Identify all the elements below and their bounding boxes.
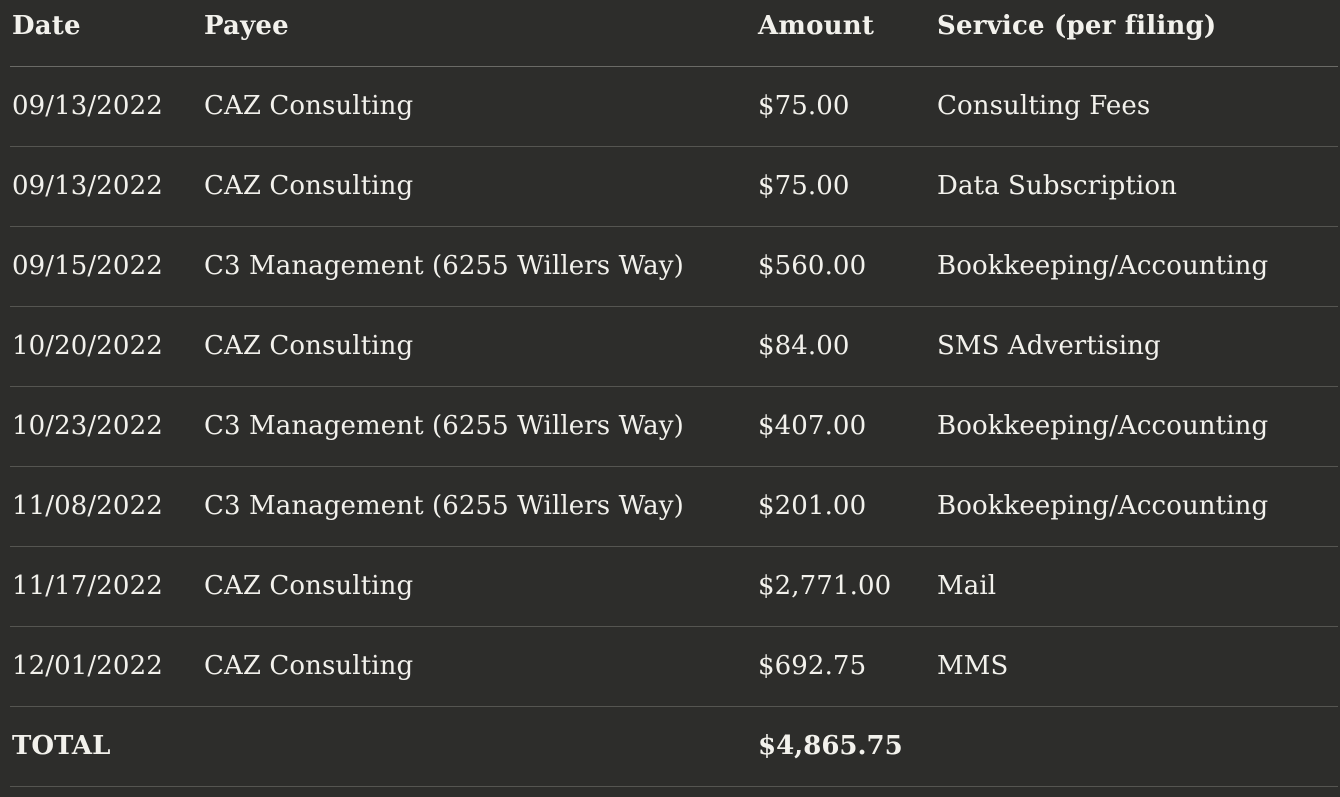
cell-service: SMS Advertising [935, 306, 1338, 387]
expenditures-table: Date Payee Amount Service (per filing) 0… [10, 0, 1338, 787]
cell-amount: $75.00 [756, 146, 935, 227]
header-payee: Payee [202, 0, 756, 67]
cell-amount: $560.00 [756, 226, 935, 307]
cell-date: 09/15/2022 [10, 226, 202, 307]
table-row: 11/17/2022 CAZ Consulting $2,771.00 Mail [10, 546, 1338, 627]
table-row: 09/13/2022 CAZ Consulting $75.00 Consult… [10, 66, 1338, 147]
cell-payee: CAZ Consulting [202, 146, 756, 227]
cell-amount: $201.00 [756, 466, 935, 547]
table-row: 12/01/2022 CAZ Consulting $692.75 MMS [10, 626, 1338, 707]
cell-date: 09/13/2022 [10, 146, 202, 227]
cell-amount: $84.00 [756, 306, 935, 387]
cell-service: Bookkeeping/Accounting [935, 386, 1338, 467]
cell-payee: C3 Management (6255 Willers Way) [202, 386, 756, 467]
table-footer: TOTAL $4,865.75 [10, 706, 1338, 787]
header-date: Date [10, 0, 202, 67]
cell-amount: $2,771.00 [756, 546, 935, 627]
cell-amount: $692.75 [756, 626, 935, 707]
total-amount: $4,865.75 [756, 706, 935, 787]
cell-date: 11/08/2022 [10, 466, 202, 547]
cell-service: Bookkeeping/Accounting [935, 466, 1338, 547]
cell-payee: CAZ Consulting [202, 626, 756, 707]
cell-service: Mail [935, 546, 1338, 627]
cell-date: 09/13/2022 [10, 66, 202, 147]
header-service: Service (per filing) [935, 0, 1338, 67]
header-row: Date Payee Amount Service (per filing) [10, 0, 1338, 67]
total-label: TOTAL [10, 706, 202, 787]
table-header: Date Payee Amount Service (per filing) [10, 0, 1338, 67]
cell-payee: CAZ Consulting [202, 306, 756, 387]
cell-date: 12/01/2022 [10, 626, 202, 707]
cell-date: 10/20/2022 [10, 306, 202, 387]
cell-amount: $407.00 [756, 386, 935, 467]
table-row: 11/08/2022 C3 Management (6255 Willers W… [10, 466, 1338, 547]
table-row: 10/23/2022 C3 Management (6255 Willers W… [10, 386, 1338, 467]
cell-date: 10/23/2022 [10, 386, 202, 467]
cell-payee: CAZ Consulting [202, 546, 756, 627]
table-row: 10/20/2022 CAZ Consulting $84.00 SMS Adv… [10, 306, 1338, 387]
table-row: 09/13/2022 CAZ Consulting $75.00 Data Su… [10, 146, 1338, 227]
cell-payee: C3 Management (6255 Willers Way) [202, 466, 756, 547]
table-row: 09/15/2022 C3 Management (6255 Willers W… [10, 226, 1338, 307]
cell-service: Consulting Fees [935, 66, 1338, 147]
cell-service: MMS [935, 626, 1338, 707]
cell-service: Data Subscription [935, 146, 1338, 227]
cell-payee: CAZ Consulting [202, 66, 756, 147]
cell-date: 11/17/2022 [10, 546, 202, 627]
table-body: 09/13/2022 CAZ Consulting $75.00 Consult… [10, 66, 1338, 707]
total-service-empty [935, 706, 1338, 787]
cell-amount: $75.00 [756, 66, 935, 147]
header-amount: Amount [756, 0, 935, 67]
cell-payee: C3 Management (6255 Willers Way) [202, 226, 756, 307]
cell-service: Bookkeeping/Accounting [935, 226, 1338, 307]
total-row: TOTAL $4,865.75 [10, 706, 1338, 787]
total-payee-empty [202, 706, 756, 787]
